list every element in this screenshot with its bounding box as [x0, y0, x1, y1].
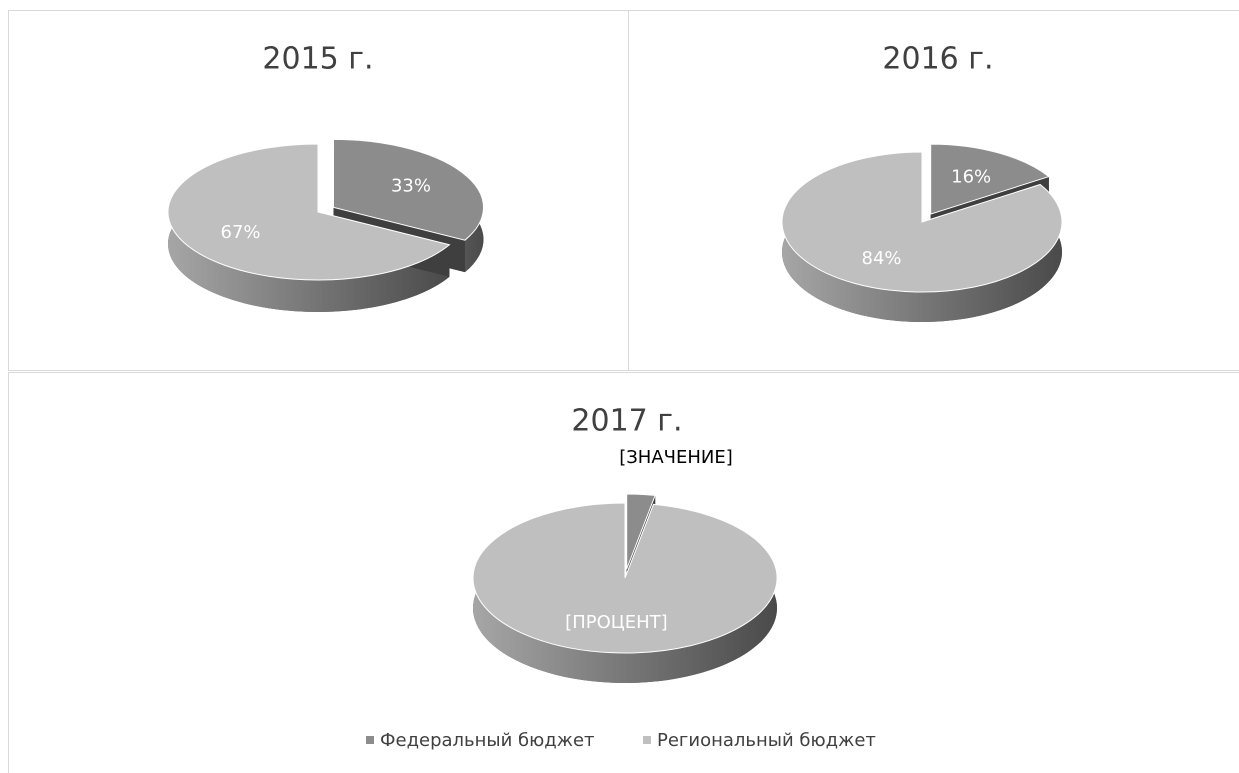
panel-border: [628, 10, 1239, 371]
slice: [626, 493, 656, 570]
slice: [167, 143, 451, 281]
slice: [930, 143, 1050, 215]
data-label: 84%: [862, 248, 902, 269]
data-label: [ЗНАЧЕНИЕ]: [619, 447, 733, 468]
slice: [332, 138, 484, 241]
legend-swatch: [366, 736, 374, 744]
slice: [472, 502, 778, 654]
legend-label: Федеральный бюджет: [380, 730, 595, 751]
data-label: 16%: [951, 166, 991, 187]
data-label: 67%: [221, 222, 261, 243]
data-label: 33%: [391, 176, 431, 197]
panel-border: [8, 372, 1239, 773]
data-label: [ПРОЦЕНТ]: [565, 612, 667, 633]
slice: [781, 151, 1063, 293]
chart-title: 2016 г.: [882, 42, 993, 77]
chart-title: 2015 г.: [262, 42, 373, 77]
legend-swatch: [643, 736, 651, 744]
legend-label: Региональный бюджет: [657, 730, 876, 751]
chart-title: 2017 г.: [571, 404, 682, 439]
